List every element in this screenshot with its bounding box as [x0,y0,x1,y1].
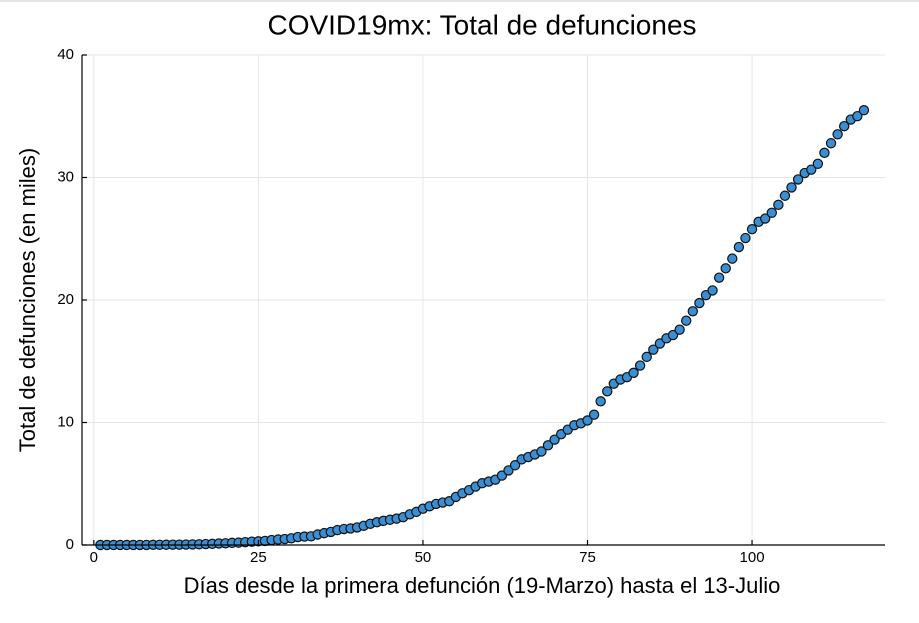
point [733,241,745,253]
chart-title: COVID19mx: Total de defunciones [267,9,696,40]
point [852,110,863,122]
point [786,182,797,193]
point [667,329,679,341]
point [674,324,685,335]
point [806,164,817,175]
y-axis-label: Total de defunciones (en miles) [15,148,40,453]
point [549,434,560,445]
point [641,351,652,363]
y-tick-label: 10 [57,413,74,430]
points [95,105,870,551]
point [634,360,646,371]
x-tick-label: 0 [90,549,98,566]
x-tick-label: 75 [579,549,596,566]
point [779,190,791,201]
point [628,367,639,379]
point [536,446,547,457]
point [727,253,738,264]
point [720,263,731,274]
x-tick-label: 50 [415,549,432,566]
point [509,460,521,471]
grid [82,54,885,546]
y-tick-label: 30 [57,168,74,185]
point [595,396,606,407]
point [825,138,837,149]
point [648,344,659,355]
point [707,285,718,296]
point [602,386,613,397]
point [746,224,758,235]
point [812,158,824,169]
point [588,409,600,420]
point [687,306,699,317]
point [832,129,843,140]
x-tick-label: 100 [740,549,765,566]
point [681,315,692,326]
x-tick-label: 25 [250,549,267,566]
point [858,105,870,116]
point [773,199,784,211]
x-axis-label: Días desde la primera defunción (19-Marz… [184,573,781,598]
point [582,415,593,426]
y-tick-label: 40 [57,46,74,63]
point [542,440,554,451]
point [766,207,777,218]
point [713,272,725,283]
y-tick-label: 20 [57,291,74,308]
point [740,232,751,244]
point [792,174,804,185]
point [694,297,705,309]
point [819,147,830,159]
point [838,120,850,132]
y-tick-label: 0 [66,536,74,553]
point [760,213,771,224]
